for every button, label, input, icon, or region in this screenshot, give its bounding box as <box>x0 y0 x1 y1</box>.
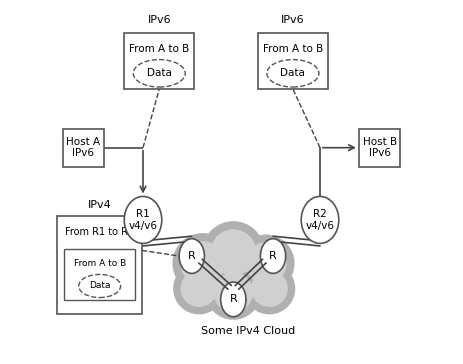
Circle shape <box>210 269 257 316</box>
Circle shape <box>181 270 218 307</box>
Ellipse shape <box>133 60 185 87</box>
Text: Host B
IPv6: Host B IPv6 <box>363 137 397 158</box>
Text: R1
v4/v6: R1 v4/v6 <box>129 209 157 231</box>
Circle shape <box>206 225 260 280</box>
Bar <box>359 129 400 167</box>
Text: IPv6: IPv6 <box>281 15 305 25</box>
Circle shape <box>245 242 287 284</box>
Text: R: R <box>230 294 237 304</box>
Circle shape <box>241 239 290 288</box>
Text: R: R <box>269 251 277 261</box>
Circle shape <box>181 241 225 285</box>
Bar <box>124 33 194 89</box>
Bar <box>64 249 135 300</box>
Text: IPv6: IPv6 <box>147 15 171 25</box>
Ellipse shape <box>301 197 339 244</box>
Text: Some IPv4 Cloud: Some IPv4 Cloud <box>200 327 295 336</box>
Text: From A to B: From A to B <box>263 44 323 54</box>
Circle shape <box>176 237 229 289</box>
Text: R: R <box>188 251 196 261</box>
Text: From A to B: From A to B <box>74 259 126 268</box>
Text: IPv4: IPv4 <box>88 200 112 210</box>
Text: From A to B: From A to B <box>129 44 189 54</box>
Ellipse shape <box>267 60 319 87</box>
Text: Data: Data <box>281 68 305 78</box>
Circle shape <box>213 272 253 312</box>
Ellipse shape <box>221 282 246 317</box>
Circle shape <box>248 267 291 310</box>
Bar <box>258 33 328 89</box>
Text: Host A
IPv6: Host A IPv6 <box>66 137 100 158</box>
Ellipse shape <box>124 197 162 244</box>
Ellipse shape <box>79 274 120 297</box>
Text: From R1 to R2: From R1 to R2 <box>65 227 134 237</box>
Circle shape <box>251 270 288 307</box>
Bar <box>57 216 142 314</box>
Ellipse shape <box>260 239 286 273</box>
Circle shape <box>177 267 221 310</box>
Bar <box>63 129 104 167</box>
Circle shape <box>210 229 257 276</box>
Text: Data: Data <box>147 68 172 78</box>
Ellipse shape <box>179 239 204 273</box>
Text: R2
v4/v6: R2 v4/v6 <box>306 209 334 231</box>
Text: Data: Data <box>89 281 110 290</box>
